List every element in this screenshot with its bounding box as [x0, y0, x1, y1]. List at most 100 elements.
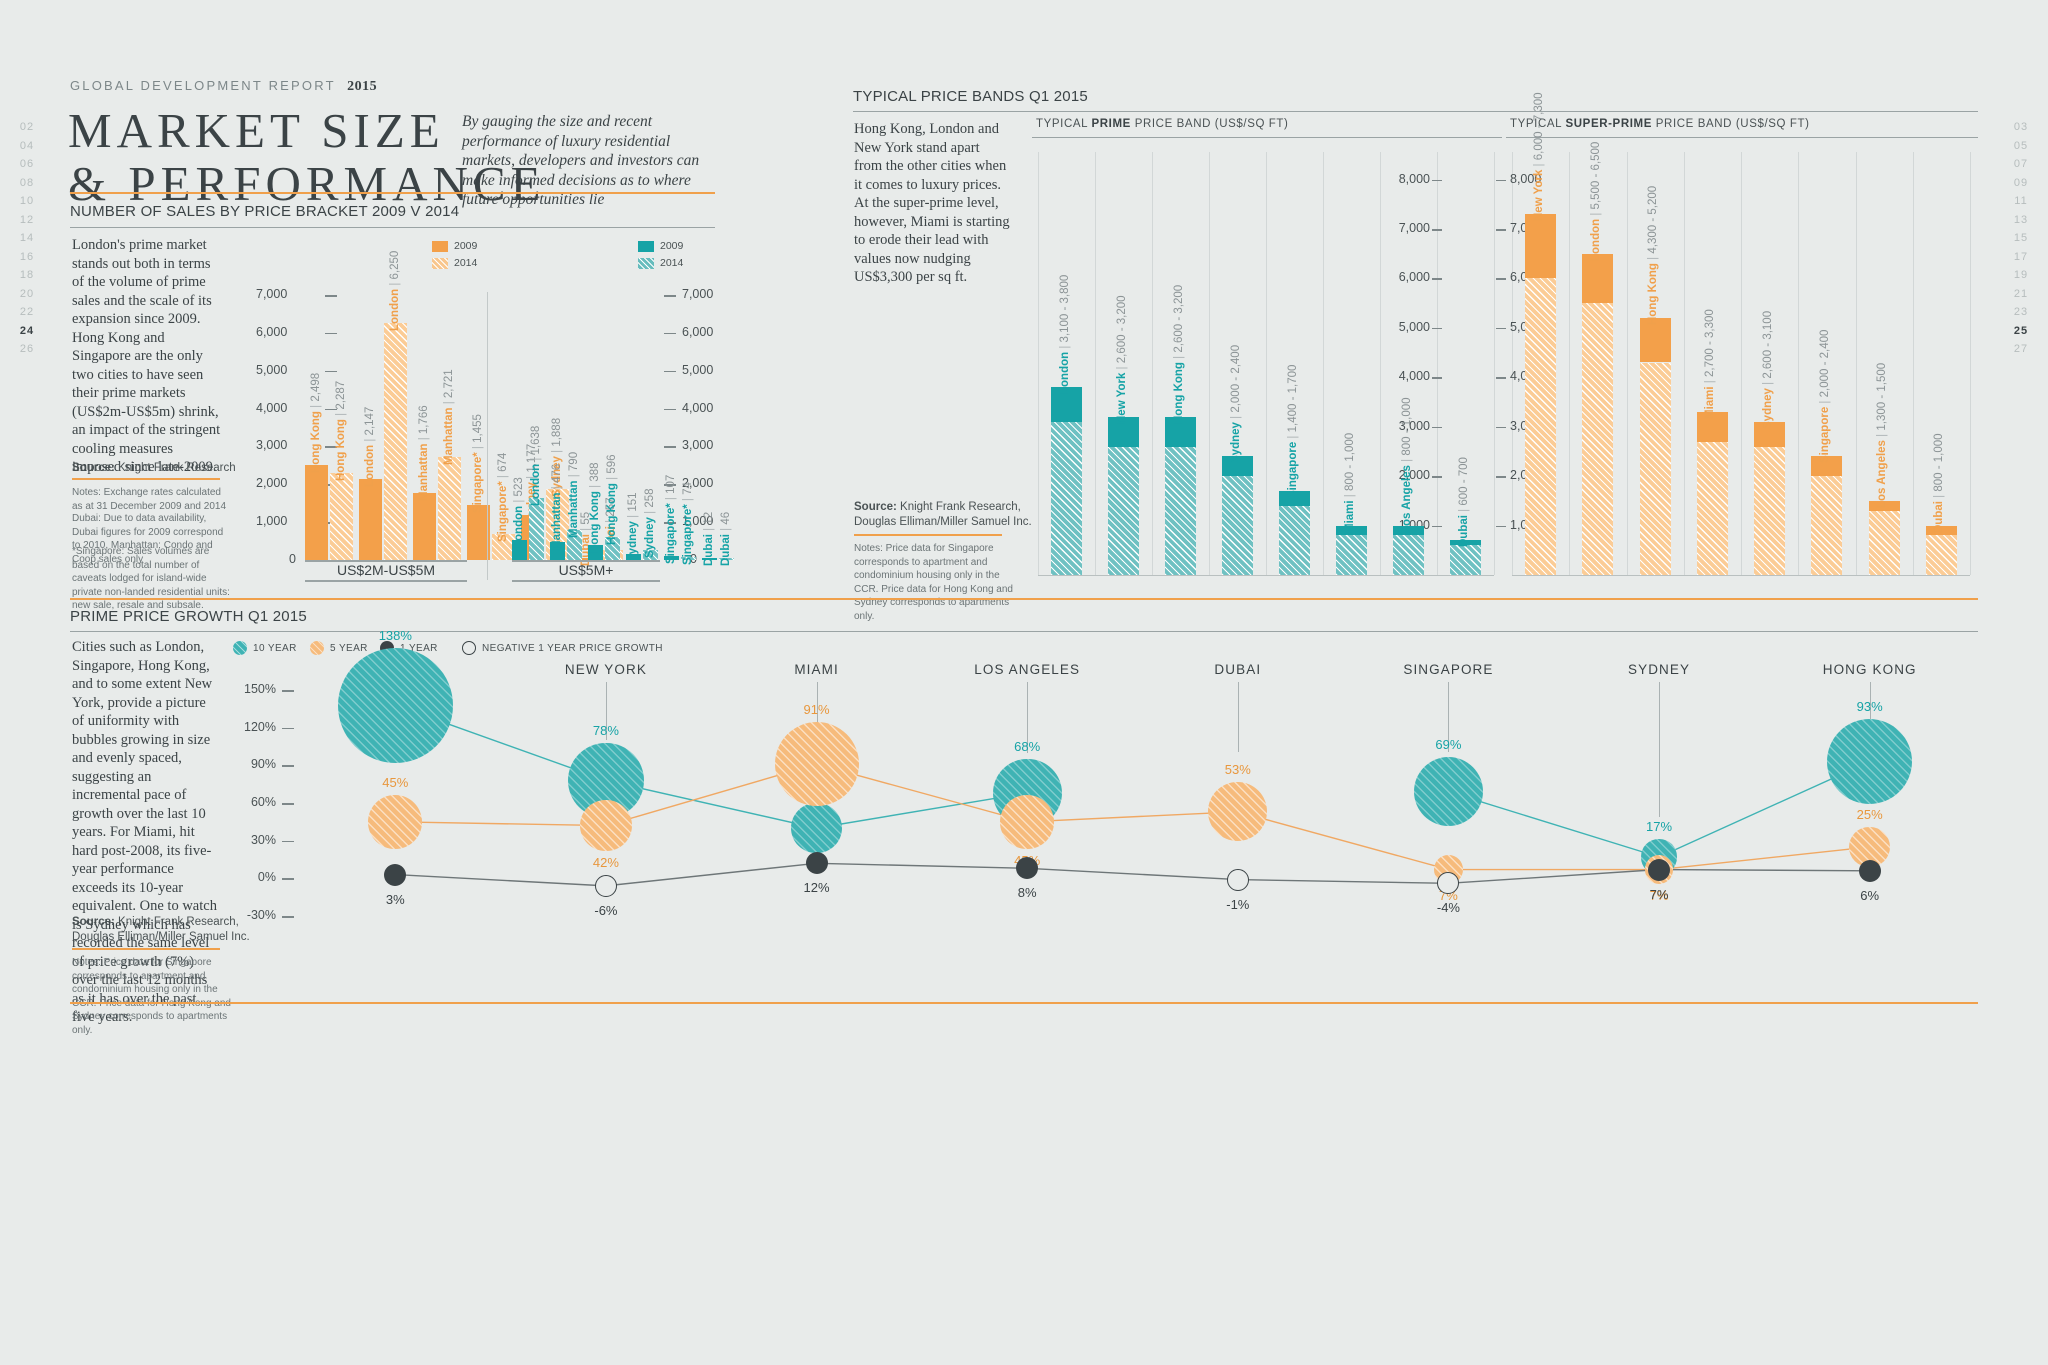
report-kicker: GLOBAL DEVELOPMENT REPORT 2015 [70, 78, 378, 94]
growth-bubble-1-year-hong-kong[interactable] [1858, 859, 1881, 882]
bar-london-2009 [359, 478, 382, 560]
y-tick-mark-left [325, 370, 337, 373]
growth-y-tick-mark [282, 690, 294, 692]
price-bands-source: Source: Knight Frank Research, Douglas E… [854, 501, 1032, 528]
sales-chart-divider [487, 292, 488, 580]
price-band-y-tick-mark [1432, 229, 1442, 231]
growth-bubble-5-year-new-york[interactable] [580, 799, 632, 852]
price-band-y-tick-mark [1496, 179, 1506, 182]
growth-bubble-1-year-los-angeles[interactable] [1016, 857, 1039, 880]
growth-value-label: -1% [1226, 896, 1250, 912]
growth-value-label: 53% [1224, 762, 1251, 778]
legend-swatch-2014-teal [638, 257, 654, 269]
growth-bubble-10-year-singapore[interactable] [1413, 756, 1484, 827]
price-band-heading-rule [1032, 137, 1502, 138]
y-tick-mark-left [325, 295, 337, 297]
price-band-y-tick-mark [1432, 278, 1442, 280]
y-tick-mark-left [325, 332, 337, 335]
price-band-gridline [1038, 152, 1039, 575]
legend-dot-teal [233, 641, 247, 655]
price-band-y-tick-mark [1496, 278, 1506, 280]
folio-number: 25 [2013, 324, 2029, 337]
price-band-gridline [1266, 152, 1267, 575]
y-tick-mark-right [664, 484, 676, 486]
y-tick-label-right: 3,000 [682, 438, 714, 453]
bar-hongkong-2014 [330, 473, 353, 560]
y-tick-mark-right [664, 408, 676, 411]
growth-value-label: -6% [594, 902, 618, 918]
growth-value-label: 6% [1860, 887, 1880, 903]
folio-number: 19 [2013, 269, 2029, 281]
y-tick-label-left: 0 [289, 552, 296, 566]
y-tick-label-right: 1,000 [682, 514, 714, 529]
folio-number: 06 [19, 158, 35, 170]
bar-london-2014 [529, 497, 544, 560]
price-band-bar-low-miami [1696, 441, 1728, 575]
growth-city-stem [1869, 682, 1871, 722]
price-band-bar-high-london [1051, 387, 1082, 422]
growth-bubble-1-year-miami[interactable] [805, 852, 828, 875]
price-band-y-tick-mark [1496, 229, 1506, 231]
price-band-y-tick-mark [1432, 476, 1442, 478]
growth-legend-item-teal: 10 YEAR [233, 641, 297, 655]
growth-bubble-5-year-los-angeles[interactable] [1000, 794, 1055, 849]
y-tick-label-left: 4,000 [256, 400, 288, 415]
growth-bubble-1-year-sydney[interactable] [1648, 858, 1671, 881]
growth-title-rule [70, 631, 1978, 632]
price-band-y-tick-label: 2,000 [1398, 468, 1430, 483]
price-band-y-tick-label: 8,000 [1510, 171, 1542, 186]
price-band-bar-low-newyork [1525, 278, 1557, 575]
growth-legend-item-orange: 5 YEAR [310, 641, 368, 655]
growth-value-label: 12% [803, 880, 830, 896]
sales-title-rule [70, 227, 715, 228]
growth-bubble-1-year-london[interactable] [384, 863, 407, 886]
growth-y-tick-mark [282, 803, 294, 805]
price-band-gridline [1494, 152, 1495, 575]
growth-legend-label: NEGATIVE 1 YEAR PRICE GROWTH [482, 642, 663, 654]
price-band-y-tick-label: 6,000 [1398, 270, 1430, 285]
bar-dubai-2014 [719, 558, 734, 560]
price-band-bar-low-london [1582, 303, 1614, 575]
growth-legend-label: 10 YEAR [253, 642, 297, 654]
price-band-bar-high-dubai [1450, 540, 1481, 546]
price-band-bar-low-sydney [1222, 476, 1253, 575]
price-band-bar-low-singapore [1279, 505, 1310, 575]
growth-bubble-10-year-hong-kong[interactable] [1826, 718, 1913, 805]
growth-bubble-1-year-new-york[interactable] [594, 874, 617, 897]
growth-value-label: 138% [378, 627, 412, 643]
y-tick-mark-right [664, 370, 676, 373]
growth-bubble-10-year-london[interactable] [337, 647, 453, 763]
growth-legend-label: 1 YEAR [400, 642, 438, 654]
price-bands-intro-text: Hong Kong, London and New York stand apa… [854, 121, 1010, 285]
sales-source: Source: Knight Frank Research [72, 462, 236, 474]
growth-bubble-5-year-dubai[interactable] [1208, 782, 1268, 842]
bar-singapore-2009 [664, 555, 679, 560]
growth-bubble-1-year-singapore[interactable] [1437, 872, 1460, 895]
growth-y-tick-label: 90% [250, 757, 276, 772]
price-bands-title-rule [853, 111, 1978, 112]
sales-note-2: Dubai: Due to data availability, Dubai f… [72, 513, 224, 565]
growth-bubble-5-year-london[interactable] [368, 794, 423, 849]
growth-value-label: 78% [592, 722, 619, 738]
price-band-gridline [1741, 152, 1742, 575]
price-band-bar-low-losangeles [1393, 535, 1424, 575]
legend-2009-orange: 2009 [432, 240, 477, 252]
growth-value-label: 42% [592, 855, 619, 871]
growth-value-label: 7% [1649, 886, 1669, 902]
growth-bubble-5-year-miami[interactable] [774, 722, 859, 807]
price-band-gridline [1912, 152, 1914, 575]
bar-dubai-2009 [575, 557, 598, 560]
growth-y-tick-label: 30% [250, 832, 276, 847]
legend-2014-teal: 2014 [638, 257, 683, 269]
price-band-gridline [1323, 152, 1324, 575]
growth-bubble-1-year-dubai[interactable] [1226, 868, 1249, 891]
price-band-y-tick-mark [1432, 327, 1442, 330]
price-band-gridline [1970, 152, 1971, 575]
growth-city-caption: DUBAI [1214, 662, 1262, 677]
y-tick-mark-left [325, 408, 337, 411]
growth-legend-label: 5 YEAR [330, 642, 368, 654]
growth-y-tick-mark [282, 765, 294, 767]
growth-bubble-10-year-miami[interactable] [791, 802, 842, 854]
price-band-y-tick-label: 7,000 [1398, 221, 1430, 236]
growth-y-tick-label: 60% [250, 795, 276, 809]
